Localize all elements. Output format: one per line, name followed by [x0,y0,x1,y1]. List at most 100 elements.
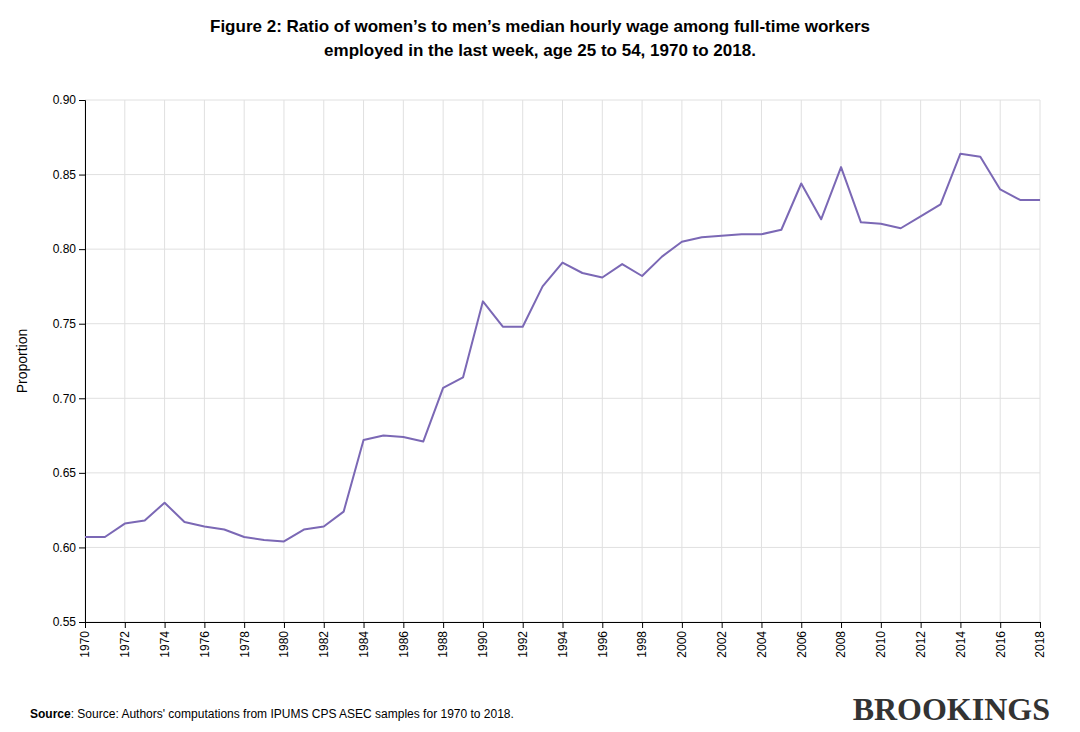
x-grid-line [403,100,404,622]
y-tick-label: 0.85 [53,168,77,182]
x-tick: 1974 [158,622,172,658]
y-tick-label: 0.80 [53,242,77,256]
x-grid-line [363,100,364,622]
y-tick-mark [79,473,85,474]
x-tick: 2000 [675,622,689,658]
x-tick-mark [801,622,802,628]
x-tick-mark [761,622,762,628]
x-tick-label: 1980 [277,631,291,658]
y-tick-mark [79,622,85,623]
x-tick-label: 2002 [715,631,729,658]
y-tick-mark [79,547,85,548]
x-tick: 2012 [914,622,928,658]
y-tick: 0.70 [53,392,85,406]
grid [85,100,1040,622]
y-tick-label: 0.75 [53,317,77,331]
x-grid-line [801,100,802,622]
x-grid-line [642,100,643,622]
x-tick: 1996 [596,622,610,658]
x-tick-label: 1988 [436,631,450,658]
x-grid-line [681,100,682,622]
x-tick: 1980 [277,622,291,658]
x-tick-mark [403,622,404,628]
x-grid-line [602,100,603,622]
x-tick: 1978 [238,622,252,658]
x-tick-label: 1976 [198,631,212,658]
x-tick: 2006 [795,622,809,658]
y-axis-line [79,101,86,623]
y-tick-mark [79,324,85,325]
x-grid-line [482,100,483,622]
x-grid-line [761,100,762,622]
x-tick-mark [960,622,961,628]
x-tick-mark [881,622,882,628]
x-tick-label: 1970 [78,631,92,658]
y-tick-label: 0.90 [53,93,77,107]
x-tick-label: 2012 [914,631,928,658]
x-tick-mark [722,622,723,628]
y-tick-mark [79,398,85,399]
x-tick: 1984 [357,622,371,658]
x-tick: 1998 [635,622,649,658]
x-tick-label: 2010 [874,631,888,658]
x-tick-label: 2000 [675,631,689,658]
x-tick-mark [165,622,166,628]
x-grid-line [721,100,722,622]
x-tick: 2004 [755,622,769,658]
x-tick: 1970 [78,622,92,658]
x-grid-line [841,100,842,622]
x-grid-line [920,100,921,622]
x-tick-label: 2006 [795,631,809,658]
source: Source: Source: Authors' computations fr… [30,707,514,721]
x-tick-mark [642,622,643,628]
x-tick-label: 2018 [1033,631,1047,658]
x-tick-label: 1982 [317,631,331,658]
y-tick-label: 0.70 [53,392,77,406]
x-tick-label: 1974 [158,631,172,658]
x-tick-mark [244,622,245,628]
x-tick-mark [921,622,922,628]
chart: Figure 2: Ratio of women’s to men’s medi… [0,0,1080,732]
x-grid-line [443,100,444,622]
plot: 1970197219741976197819801982198419861988… [14,93,1047,657]
x-tick-label: 2016 [994,631,1008,658]
x-tick-mark [364,622,365,628]
x-grid-line [522,100,523,622]
x-tick-mark [443,622,444,628]
x-grid-line [960,100,961,622]
x-tick: 1988 [436,622,450,658]
y-tick: 0.75 [53,317,85,331]
x-tick: 1976 [198,622,212,658]
y-axis-title: Proportion [14,329,30,394]
source-text: : Source: Authors' computations from IPU… [71,707,514,721]
x-grid-line [1000,100,1001,622]
x-tick: 2016 [994,622,1008,658]
y-axis: 0.550.600.650.700.750.800.850.90 [53,93,86,629]
y-tick-label: 0.55 [53,615,77,629]
x-axis-line [86,623,1041,629]
x-tick-label: 1978 [238,631,252,658]
x-tick-label: 2008 [834,631,848,658]
x-grid-line [880,100,881,622]
x-tick: 2008 [834,622,848,658]
y-tick-mark [79,175,85,176]
x-tick: 1982 [317,622,331,658]
y-tick-label: 0.65 [53,466,77,480]
title: Figure 2: Ratio of women’s to men’s medi… [210,17,870,36]
x-tick-mark [125,622,126,628]
line [85,154,1040,542]
x-tick-mark [1000,622,1001,628]
x-grid-line [164,100,165,622]
y-tick-mark [79,100,85,101]
x-tick-mark [483,622,484,628]
x-grid-line [562,100,563,622]
x-grid-line [1040,100,1041,622]
logo-text: BROOKINGS [853,691,1050,727]
x-tick-mark [324,622,325,628]
y-tick: 0.90 [53,93,85,107]
x-tick-label: 1992 [516,631,530,658]
x-tick-label: 1998 [635,631,649,658]
x-tick-mark [682,622,683,628]
subtitle: employed in the last week, age 25 to 54,… [324,41,756,60]
marks [85,154,1040,542]
